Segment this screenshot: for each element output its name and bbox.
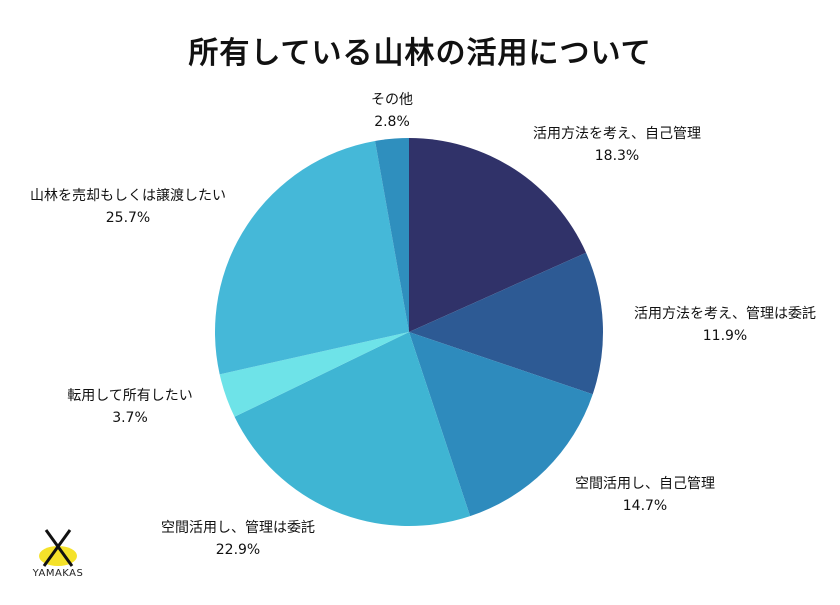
slice-value-label: 11.9% [703, 328, 747, 344]
pie-labels: 活用方法を考え、自己管理 18.3% 活用方法を考え、管理は委託 11.9% 空間活用し… [30, 92, 816, 558]
pie-slice [409, 332, 593, 517]
pie-slice [214, 140, 409, 375]
pie-slice [375, 138, 409, 332]
tent-icon [39, 529, 77, 567]
slice-label: 空間活用し、管理は委託 [161, 520, 315, 536]
slice-value-label: 14.7% [623, 498, 667, 514]
pie-slices [214, 138, 604, 526]
slice-value-label: 18.3% [595, 148, 639, 164]
pie-slice [219, 332, 409, 417]
slice-label: 活用方法を考え、管理は委託 [634, 306, 816, 322]
pie-slice [409, 138, 587, 332]
logo-text: YAMAKAS [32, 568, 84, 579]
slice-value-label: 22.9% [216, 542, 260, 558]
slice-label: 空間活用し、自己管理 [575, 476, 715, 492]
slice-label: 転用して所有したい [67, 388, 193, 404]
slice-label: 活用方法を考え、自己管理 [533, 126, 701, 142]
chart-title: 所有している山林の活用について [188, 36, 652, 71]
slice-label: 山林を売却もしくは譲渡したい [30, 188, 226, 204]
pie-slice [409, 252, 604, 395]
slice-value-label: 3.7% [112, 410, 148, 426]
yamakas-logo: YAMAKAS [28, 524, 88, 584]
pie-slice [234, 332, 471, 526]
slice-value-label: 2.8% [374, 114, 410, 130]
slice-value-label: 25.7% [106, 210, 150, 226]
slice-label: その他 [371, 92, 413, 108]
